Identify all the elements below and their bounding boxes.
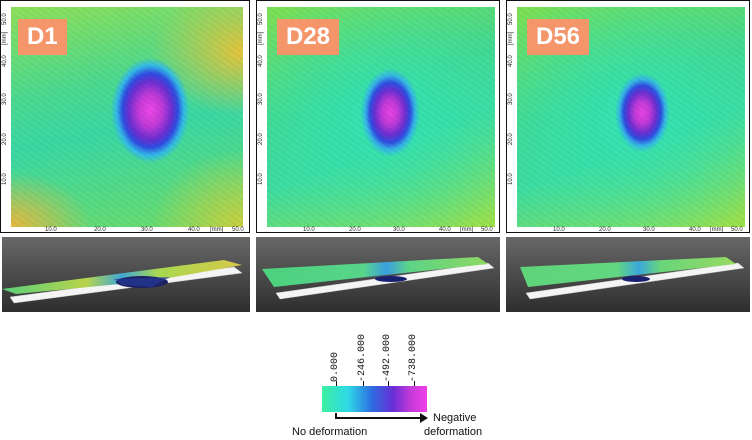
x-tick: 40.0 xyxy=(689,227,701,233)
y-tick: 50.0 xyxy=(258,13,264,25)
x-tick: 10.0 xyxy=(303,227,315,233)
x-tick: 50.0 xyxy=(481,227,493,233)
y-axis-unit: [mm] xyxy=(508,31,514,45)
colorbar-value-label: -246.000 xyxy=(357,333,368,382)
negative-caption: Negative xyxy=(433,412,477,424)
x-tick: 50.0 xyxy=(232,227,244,233)
panel-d56: D56 50.0 [mm] 40.0 30.0 20.0 10.0 10.0 2… xyxy=(506,0,750,233)
y-tick: 30.0 xyxy=(508,93,514,105)
y-axis-unit: [mm] xyxy=(258,31,264,45)
x-tick: 40.0 xyxy=(439,227,451,233)
y-tick: 50.0 xyxy=(2,13,8,25)
colorbar-value-label: -492.000 xyxy=(382,333,393,382)
x-tick: 20.0 xyxy=(94,227,106,233)
y-tick: 10.0 xyxy=(508,173,514,185)
surface-3d-view-d56 xyxy=(506,237,750,312)
deformation-arrow xyxy=(335,417,423,419)
x-tick: 40.0 xyxy=(188,227,200,233)
x-axis-unit: [mm] xyxy=(210,227,224,233)
y-tick: 40.0 xyxy=(258,55,264,67)
y-tick: 20.0 xyxy=(2,133,8,145)
x-tick: 20.0 xyxy=(599,227,611,233)
panel-d28: D28 50.0 [mm] 40.0 30.0 20.0 10.0 10.0 2… xyxy=(256,0,500,233)
panel-d1: D1 50.0 [mm] 40.0 30.0 20.0 10.0 10.0 20… xyxy=(0,0,250,233)
panel-label-d1: D1 xyxy=(18,19,67,55)
colorbar-value-label: 0.000 xyxy=(330,351,341,382)
no-deformation-caption: No deformation xyxy=(292,426,368,438)
x-tick: 10.0 xyxy=(553,227,565,233)
x-tick: 30.0 xyxy=(643,227,655,233)
panel-label-d28: D28 xyxy=(277,19,340,55)
surface-3d-view-d1 xyxy=(2,237,250,312)
panel-label-d56: D56 xyxy=(527,19,590,55)
y-tick: 50.0 xyxy=(508,13,514,25)
colorbar-value-labels: 0.000 -246.000 -492.000 -738.000 xyxy=(320,322,430,382)
y-tick: 10.0 xyxy=(258,173,264,185)
colorbar-tick xyxy=(336,381,337,387)
x-axis-unit: [mm] xyxy=(710,227,724,233)
y-tick: 30.0 xyxy=(258,93,264,105)
x-tick: 10.0 xyxy=(45,227,57,233)
x-tick: 30.0 xyxy=(393,227,405,233)
x-axis-unit: [mm] xyxy=(460,227,474,233)
y-tick: 20.0 xyxy=(258,133,264,145)
x-tick: 20.0 xyxy=(349,227,361,233)
y-axis-unit: [mm] xyxy=(2,31,8,45)
y-tick: 10.0 xyxy=(2,173,8,185)
arrow-head-icon xyxy=(420,413,428,423)
colorbar-tick xyxy=(414,381,415,387)
x-tick: 30.0 xyxy=(141,227,153,233)
deformation-colorbar xyxy=(322,386,427,412)
deformation-caption: deformation xyxy=(424,426,483,438)
colorbar-value-label: -738.000 xyxy=(408,333,419,382)
surface-3d-view-d28 xyxy=(256,237,500,312)
y-tick: 40.0 xyxy=(508,55,514,67)
colorbar-tick xyxy=(388,381,389,387)
colorbar-tick xyxy=(363,381,364,387)
arrow-start-tick xyxy=(335,413,337,418)
deformation-map-d56 xyxy=(517,7,745,227)
x-tick: 50.0 xyxy=(731,227,743,233)
y-tick: 30.0 xyxy=(2,93,8,105)
y-tick: 20.0 xyxy=(508,133,514,145)
y-tick: 40.0 xyxy=(2,55,8,67)
